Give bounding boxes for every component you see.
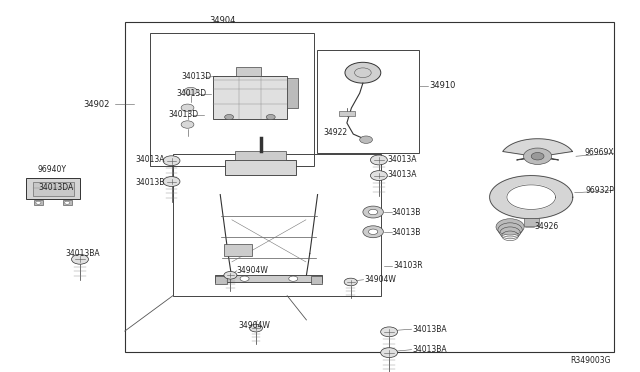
Text: 96940Y: 96940Y: [38, 165, 67, 174]
Circle shape: [524, 148, 552, 164]
Text: 34013B: 34013B: [392, 228, 421, 237]
Circle shape: [250, 324, 262, 332]
Circle shape: [225, 115, 234, 120]
Text: 34910: 34910: [429, 81, 455, 90]
Bar: [287, 78, 298, 108]
Circle shape: [381, 327, 397, 337]
Bar: [33, 182, 74, 196]
Bar: [235, 151, 286, 160]
Text: 34902: 34902: [84, 100, 110, 109]
Bar: [173, 154, 381, 296]
Bar: [34, 200, 43, 205]
Bar: [311, 276, 323, 284]
Circle shape: [363, 226, 383, 238]
Text: 34922: 34922: [323, 128, 348, 137]
Text: 34013BA: 34013BA: [66, 249, 100, 258]
Text: 34013D: 34013D: [181, 72, 211, 81]
Text: 96932P: 96932P: [586, 186, 614, 195]
Bar: [223, 244, 252, 256]
Circle shape: [36, 201, 41, 204]
Circle shape: [345, 62, 381, 83]
Circle shape: [371, 171, 387, 180]
Circle shape: [344, 278, 357, 286]
Text: 34013BA: 34013BA: [413, 325, 447, 334]
Polygon shape: [502, 139, 573, 160]
Text: 34013B: 34013B: [392, 208, 421, 217]
Bar: [150, 33, 314, 166]
Bar: [213, 76, 287, 119]
Bar: [125, 22, 614, 352]
Circle shape: [181, 104, 194, 112]
Circle shape: [181, 121, 194, 128]
Text: 34904W: 34904W: [239, 321, 271, 330]
Text: 96969X: 96969X: [585, 148, 614, 157]
Circle shape: [240, 276, 249, 281]
Polygon shape: [490, 176, 573, 219]
Text: 34013D: 34013D: [168, 110, 198, 119]
Circle shape: [65, 201, 70, 204]
Circle shape: [266, 115, 275, 120]
Bar: [524, 218, 539, 226]
Text: 34904: 34904: [209, 16, 236, 25]
Polygon shape: [507, 185, 556, 209]
Text: 34013BA: 34013BA: [413, 345, 447, 354]
Circle shape: [289, 276, 298, 281]
Bar: [215, 275, 323, 282]
Circle shape: [163, 156, 180, 166]
Circle shape: [363, 206, 383, 218]
Circle shape: [163, 177, 180, 186]
Circle shape: [224, 272, 237, 279]
Text: 34103R: 34103R: [394, 262, 423, 270]
Bar: [26, 178, 80, 199]
Circle shape: [360, 136, 372, 143]
Text: 34904W: 34904W: [365, 275, 397, 284]
Circle shape: [496, 219, 524, 235]
Bar: [339, 111, 355, 116]
Text: 34013B: 34013B: [136, 178, 165, 187]
Text: 34904W: 34904W: [237, 266, 269, 275]
Circle shape: [369, 209, 378, 215]
Bar: [236, 67, 261, 76]
Bar: [225, 160, 296, 175]
Text: 34013DA: 34013DA: [38, 183, 74, 192]
Bar: [317, 50, 419, 153]
Circle shape: [72, 254, 88, 264]
Bar: [215, 276, 227, 284]
Text: 34013A: 34013A: [136, 155, 165, 164]
Circle shape: [371, 155, 387, 165]
Text: 34013D: 34013D: [176, 89, 206, 98]
Text: R349003G: R349003G: [571, 356, 611, 365]
Text: 34926: 34926: [534, 222, 559, 231]
Text: 34013A: 34013A: [387, 155, 417, 164]
Bar: [63, 200, 72, 205]
Circle shape: [531, 153, 544, 160]
Circle shape: [369, 229, 378, 234]
Circle shape: [184, 87, 197, 95]
Circle shape: [381, 348, 397, 357]
Text: 34013A: 34013A: [387, 170, 417, 179]
